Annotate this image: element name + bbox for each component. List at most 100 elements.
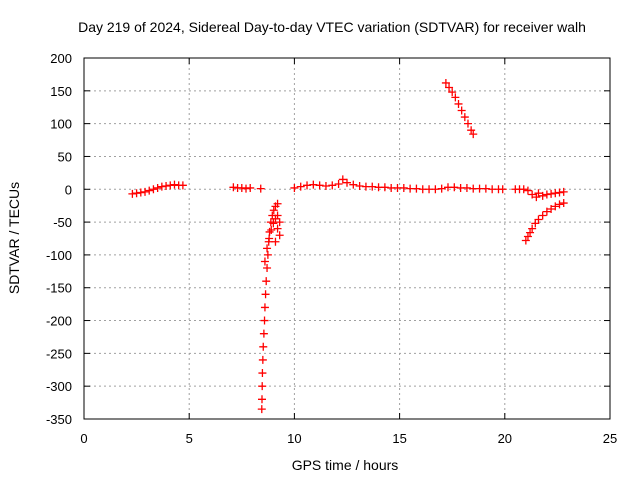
- data-point: [431, 185, 440, 194]
- data-point: [263, 264, 272, 273]
- data-point: [149, 185, 158, 194]
- y-tick-label: -350: [46, 412, 72, 427]
- data-point: [259, 329, 268, 338]
- data-points: [128, 78, 568, 414]
- data-point: [237, 183, 246, 192]
- data-point: [334, 180, 343, 189]
- data-point: [547, 189, 556, 198]
- data-point: [534, 189, 543, 198]
- data-point: [257, 395, 266, 404]
- data-point: [141, 187, 150, 196]
- y-tick-label: 0: [65, 182, 72, 197]
- data-point: [258, 382, 267, 391]
- y-tick-label: -50: [53, 215, 72, 230]
- data-point: [437, 184, 446, 193]
- data-point: [462, 183, 471, 192]
- y-tick-label: -200: [46, 314, 72, 329]
- data-point: [368, 182, 377, 191]
- data-point: [551, 189, 560, 198]
- data-point: [290, 183, 299, 192]
- data-point: [162, 181, 171, 190]
- data-point: [262, 277, 271, 286]
- data-point: [256, 184, 265, 193]
- x-tick-label: 0: [80, 431, 87, 446]
- data-point: [229, 183, 238, 192]
- y-tick-label: 150: [50, 84, 72, 99]
- x-axis-label: GPS time / hours: [292, 457, 399, 473]
- data-point: [454, 99, 463, 108]
- data-point: [170, 180, 179, 189]
- data-point: [534, 215, 543, 224]
- data-point: [448, 88, 457, 97]
- data-point: [309, 180, 318, 189]
- data-point: [267, 225, 276, 234]
- data-point: [481, 184, 490, 193]
- data-point: [153, 183, 162, 192]
- data-point: [538, 211, 547, 220]
- data-point: [445, 83, 454, 92]
- data-point: [132, 189, 141, 198]
- y-tick-label: 50: [58, 149, 72, 164]
- data-point: [136, 188, 145, 197]
- data-point: [157, 182, 166, 191]
- data-point: [145, 186, 154, 195]
- x-tick-label: 15: [392, 431, 406, 446]
- data-point: [349, 180, 358, 189]
- data-point: [555, 200, 564, 209]
- data-point: [526, 228, 535, 237]
- data-point: [451, 93, 460, 102]
- data-point: [538, 191, 547, 200]
- y-tick-label: -250: [46, 346, 72, 361]
- data-point: [523, 232, 532, 241]
- data-point: [258, 355, 267, 364]
- data-point: [261, 290, 270, 299]
- data-point: [547, 204, 556, 213]
- data-point: [178, 181, 187, 190]
- plot-frame: [83, 57, 611, 420]
- data-point: [321, 181, 330, 190]
- data-point: [260, 316, 269, 325]
- y-tick-label: -150: [46, 281, 72, 296]
- data-point: [257, 405, 266, 414]
- x-tick-label: 5: [186, 431, 193, 446]
- data-point: [441, 78, 450, 87]
- data-point: [528, 224, 537, 233]
- y-tick-label: -100: [46, 248, 72, 263]
- data-point: [271, 237, 280, 246]
- data-point: [263, 250, 272, 259]
- data-point: [260, 257, 269, 266]
- data-point: [315, 181, 324, 190]
- y-tick-label: 200: [50, 51, 72, 66]
- data-point: [338, 175, 347, 184]
- data-point: [269, 206, 278, 215]
- data-point: [380, 183, 389, 192]
- data-point: [523, 186, 532, 195]
- data-point: [246, 183, 255, 192]
- chart-title: Day 219 of 2024, Sidereal Day-to-day VTE…: [78, 19, 586, 35]
- data-point: [275, 231, 284, 240]
- data-point: [166, 181, 175, 190]
- data-point: [303, 181, 312, 190]
- x-tick-label: 20: [498, 431, 512, 446]
- data-point: [273, 211, 282, 220]
- data-point: [542, 190, 551, 199]
- y-tick-label: 100: [50, 117, 72, 132]
- axis-ticks: -350 -300 -250 -200 -150 -100 -50 0 50 100 150 200 0…: [46, 51, 617, 446]
- data-point: [498, 185, 507, 194]
- data-point: [519, 185, 528, 194]
- y-tick-label: -300: [46, 379, 72, 394]
- data-point: [258, 369, 267, 378]
- data-point: [559, 199, 568, 208]
- data-point: [328, 181, 337, 190]
- data-point: [555, 188, 564, 197]
- data-point: [242, 184, 251, 193]
- data-point: [469, 130, 478, 139]
- data-point: [450, 183, 459, 192]
- data-point: [412, 184, 421, 193]
- data-point: [399, 183, 408, 192]
- data-point: [528, 190, 537, 199]
- data-point: [273, 199, 282, 208]
- data-point: [355, 181, 364, 190]
- data-point: [463, 119, 472, 128]
